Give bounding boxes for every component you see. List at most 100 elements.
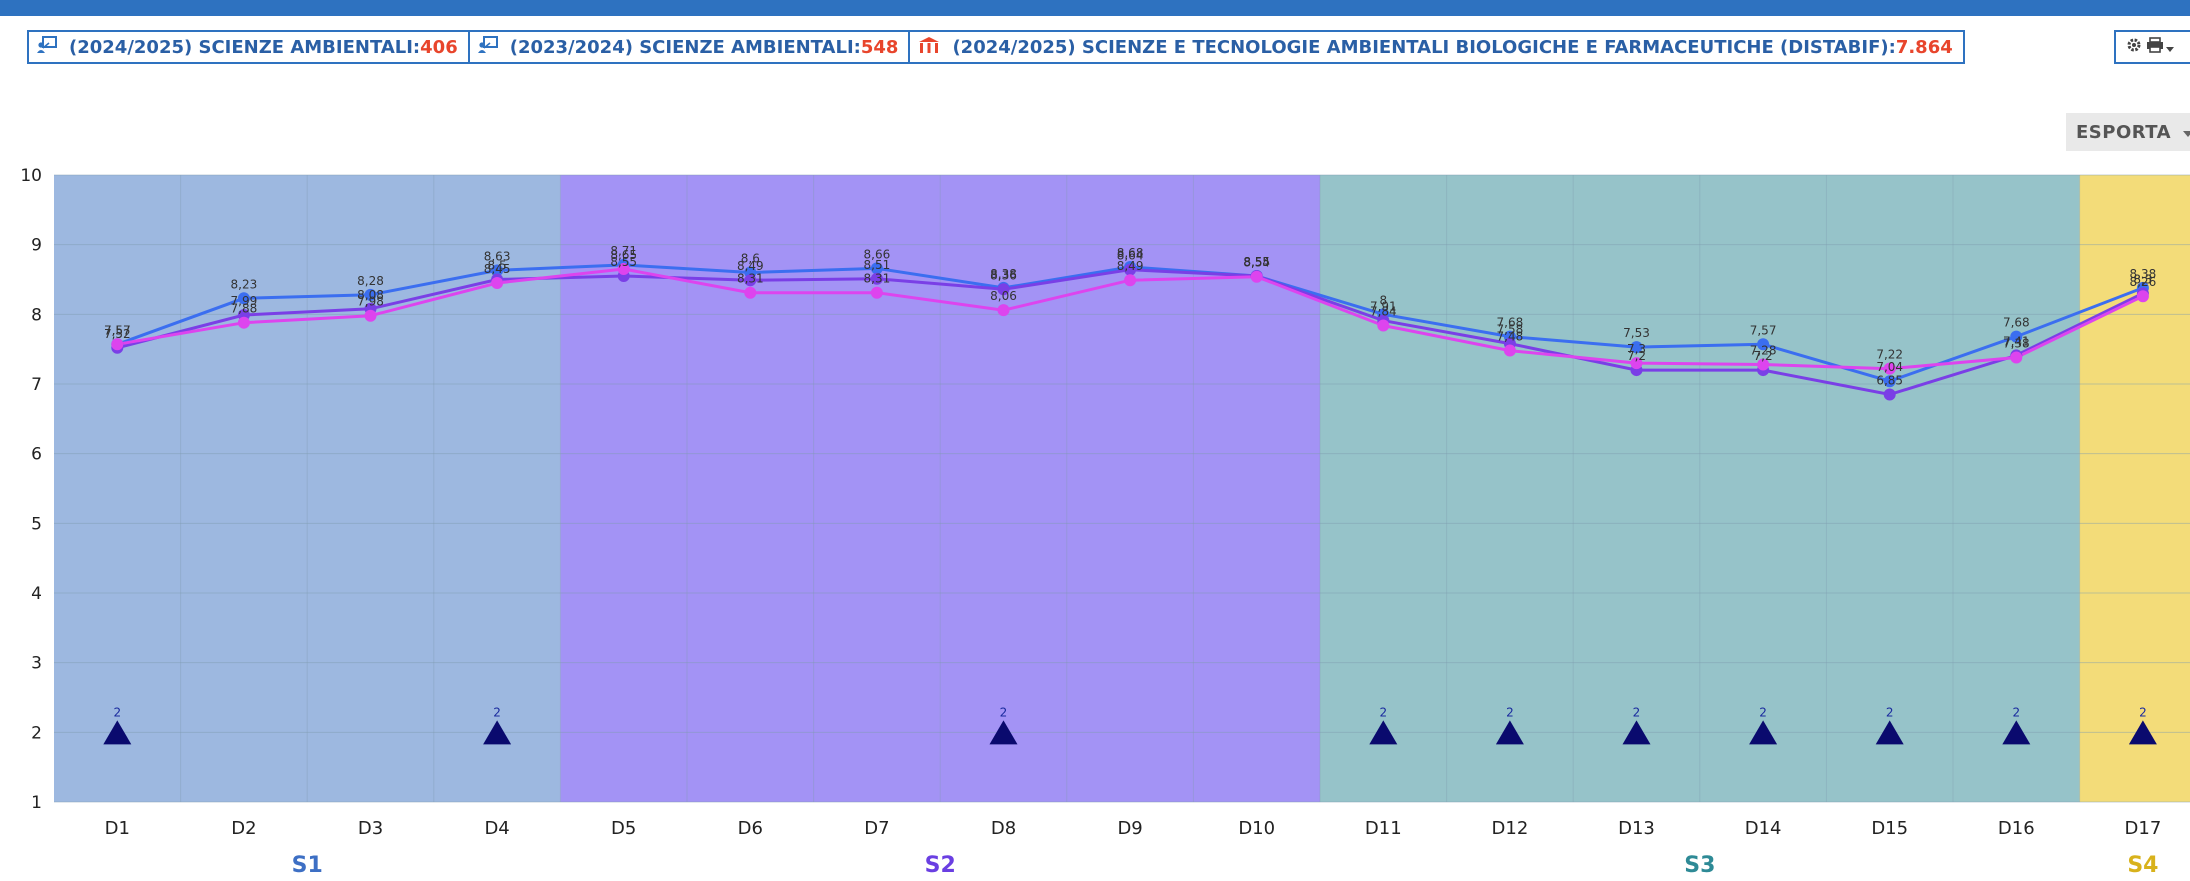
y-tick-label: 9 bbox=[31, 236, 42, 256]
data-label: 8,64 bbox=[1117, 249, 1144, 263]
marker-triangle bbox=[1622, 720, 1651, 745]
caret-down-icon[interactable] bbox=[2166, 38, 2174, 57]
band-label-s4: S4 bbox=[2127, 853, 2158, 878]
data-label: 8,51 bbox=[864, 258, 891, 272]
data-label: 8,54 bbox=[1243, 256, 1270, 270]
x-tick-label: D5 bbox=[611, 818, 636, 839]
data-label: 7,53 bbox=[1623, 326, 1650, 340]
x-tick-label: D16 bbox=[1998, 818, 2035, 839]
x-tick-label: D10 bbox=[1238, 818, 1275, 839]
series-point-2 bbox=[1883, 388, 1896, 401]
data-label: 8,36 bbox=[990, 268, 1017, 282]
marker-label: 2 bbox=[1379, 705, 1387, 719]
data-label: 7,99 bbox=[231, 294, 258, 308]
data-label: 8,38 bbox=[2130, 267, 2157, 281]
series-point-2 bbox=[997, 283, 1010, 296]
chart-tools[interactable] bbox=[2114, 30, 2190, 64]
x-tick-label: D2 bbox=[231, 818, 256, 839]
series-point-3 bbox=[1124, 274, 1137, 287]
x-tick-label: D14 bbox=[1745, 818, 1782, 839]
series-point-2 bbox=[744, 274, 757, 287]
marker-label: 2 bbox=[1759, 705, 1767, 719]
marker-triangle bbox=[1369, 720, 1398, 745]
badge-label: (2023/2024) SCIENZE AMBIENTALI: bbox=[509, 36, 861, 58]
data-label: 8,31 bbox=[737, 272, 764, 286]
data-label: 7,58 bbox=[1497, 323, 1524, 337]
series-point-3 bbox=[1377, 319, 1390, 332]
marker-triangle bbox=[1495, 720, 1524, 745]
gear-icon[interactable] bbox=[2126, 37, 2142, 57]
x-tick-label: D8 bbox=[991, 818, 1016, 839]
y-tick-label: 1 bbox=[31, 793, 42, 813]
series-point-3 bbox=[1503, 344, 1516, 357]
marker-triangle bbox=[1875, 720, 1904, 745]
data-label: 8,55 bbox=[1243, 255, 1270, 269]
data-label: 7,38 bbox=[2003, 337, 2030, 351]
series-point-2 bbox=[870, 272, 883, 285]
data-label: 8,28 bbox=[357, 274, 384, 288]
data-label: 7,22 bbox=[1876, 348, 1903, 362]
series-point-3 bbox=[1250, 270, 1263, 283]
data-label: 7,28 bbox=[1750, 343, 1777, 357]
series-point-3 bbox=[237, 316, 250, 329]
marker-label: 2 bbox=[1000, 705, 1008, 719]
data-label: 7,2 bbox=[1627, 349, 1646, 363]
badge-label: (2024/2025) SCIENZE AMBIENTALI: bbox=[69, 36, 421, 58]
series-point-3 bbox=[1757, 358, 1770, 371]
data-label: 8,38 bbox=[990, 267, 1017, 281]
teacher-board-icon bbox=[477, 35, 498, 59]
band-s4 bbox=[2079, 175, 2190, 802]
data-label: 8,23 bbox=[231, 277, 258, 291]
y-tick-label: 4 bbox=[31, 584, 42, 604]
data-label: 7,41 bbox=[2003, 334, 2030, 348]
x-tick-label: D7 bbox=[864, 818, 889, 839]
badge-department[interactable]: (2024/2025) SCIENZE E TECNOLOGIE AMBIENT… bbox=[908, 30, 1965, 64]
data-label: 8,68 bbox=[1117, 246, 1144, 260]
marker-label: 2 bbox=[1886, 705, 1894, 719]
data-label: 7,68 bbox=[1497, 316, 1524, 330]
series-point-3 bbox=[744, 286, 757, 299]
data-label: 8,65 bbox=[610, 248, 637, 262]
data-label: 8,49 bbox=[1117, 259, 1144, 273]
data-label: 7,48 bbox=[1497, 330, 1524, 344]
y-tick-label: 6 bbox=[31, 445, 42, 465]
marker-label: 2 bbox=[1633, 705, 1641, 719]
department-building-icon bbox=[918, 36, 940, 59]
badge-value: 406 bbox=[420, 36, 458, 58]
data-label: 8,31 bbox=[864, 272, 891, 286]
data-label: 8,06 bbox=[990, 289, 1017, 303]
series-point-3 bbox=[491, 276, 504, 289]
series-point-1 bbox=[870, 262, 883, 275]
y-tick-label: 10 bbox=[20, 166, 42, 186]
badge-value: 548 bbox=[860, 36, 899, 58]
x-tick-label: D3 bbox=[358, 818, 383, 839]
series-point-1 bbox=[491, 264, 504, 277]
marker-triangle bbox=[483, 720, 512, 745]
data-label: 7,84 bbox=[1370, 304, 1397, 318]
x-tick-label: D1 bbox=[105, 818, 130, 839]
series-point-1 bbox=[237, 292, 250, 305]
marker-label: 2 bbox=[113, 705, 121, 719]
y-tick-label: 8 bbox=[31, 305, 42, 325]
data-label: 7,98 bbox=[357, 295, 384, 309]
series-point-3 bbox=[997, 304, 1010, 317]
y-tick-label: 7 bbox=[31, 375, 42, 395]
series-point-1 bbox=[364, 288, 377, 301]
data-label: 7,57 bbox=[104, 323, 131, 337]
data-label: 7,57 bbox=[104, 323, 131, 337]
data-label: 7,3 bbox=[1627, 342, 1646, 356]
data-label: 8,71 bbox=[610, 244, 637, 258]
series-point-3 bbox=[2136, 290, 2149, 303]
data-label: 8,3 bbox=[2133, 272, 2152, 286]
series-point-1 bbox=[2010, 330, 2023, 343]
series-point-3 bbox=[870, 286, 883, 299]
badge-course-2024[interactable]: (2024/2025) SCIENZE AMBIENTALI: 406 bbox=[27, 30, 470, 64]
export-button[interactable]: ESPORTA bbox=[2066, 113, 2190, 151]
y-tick-label: 2 bbox=[31, 723, 42, 743]
series-point-1 bbox=[1883, 375, 1896, 388]
data-label: 8 bbox=[1379, 293, 1387, 307]
printer-icon[interactable] bbox=[2146, 37, 2164, 57]
stats-badges: (2024/2025) SCIENZE AMBIENTALI: 406 (202… bbox=[27, 30, 1965, 64]
top-accent-bar bbox=[0, 0, 2190, 16]
data-label: 7,68 bbox=[2003, 316, 2030, 330]
